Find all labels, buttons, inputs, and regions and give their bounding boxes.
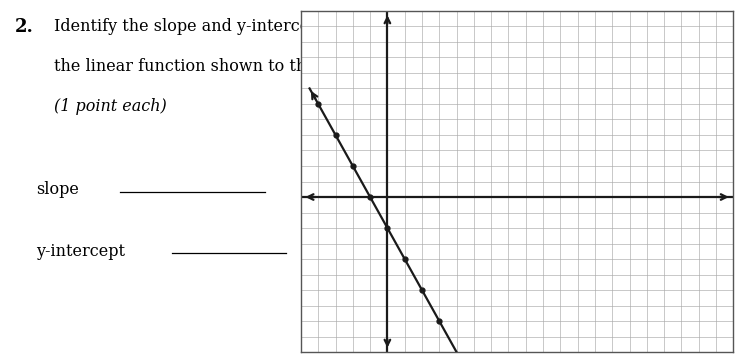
Text: Identify the slope and y-intercept of: Identify the slope and y-intercept of bbox=[54, 18, 347, 35]
Text: (1 point each): (1 point each) bbox=[54, 98, 167, 115]
Text: slope: slope bbox=[36, 182, 79, 199]
Text: y-intercept: y-intercept bbox=[36, 243, 125, 260]
Text: 2.: 2. bbox=[15, 18, 34, 36]
Text: the linear function shown to the right.: the linear function shown to the right. bbox=[54, 58, 366, 75]
